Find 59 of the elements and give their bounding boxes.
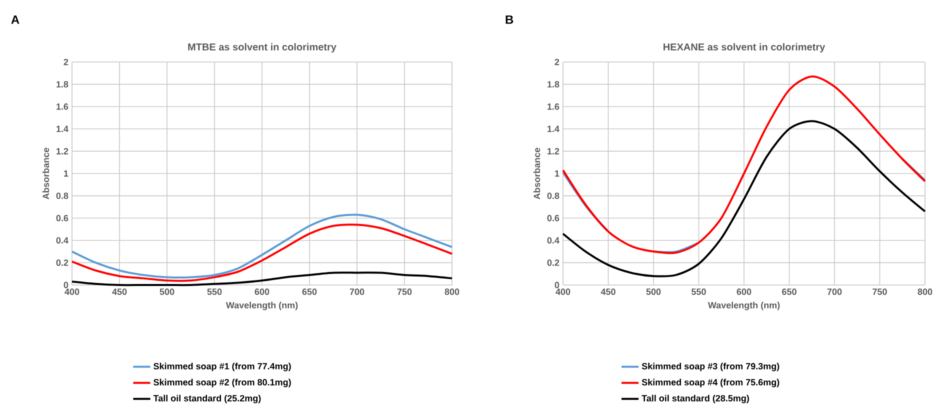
y-tick-label: 1.2 (56, 148, 68, 154)
x-axis-title: Wavelength (nm) (708, 302, 780, 310)
legend-label: Skimmed soap #1 (from 77.4mg) (154, 362, 291, 372)
legend-label: Skimmed soap #2 (from 80.1mg) (154, 378, 291, 388)
x-tick-label: 750 (872, 288, 887, 295)
x-tick-label: 400 (64, 288, 80, 295)
y-tick-label: 0.8 (56, 192, 68, 199)
legend-label: Tall oil standard (25.2mg) (153, 394, 261, 404)
y-tick-label: 2 (64, 58, 68, 66)
x-axis-title: Wavelength (nm) (226, 302, 298, 310)
y-tick-label: 0.4 (547, 237, 560, 244)
x-tick-label: 700 (827, 288, 842, 295)
x-tick-label: 600 (254, 288, 270, 295)
x-tick-label: 450 (112, 288, 127, 295)
x-tick-label: 600 (736, 288, 752, 295)
x-tick-label: 650 (782, 288, 796, 295)
y-tick-label: 1.8 (548, 81, 560, 88)
legend-label: Tall oil standard (28.5mg) (642, 394, 749, 404)
x-tick-label: 500 (646, 288, 661, 295)
x-tick-label: 800 (918, 288, 932, 295)
line-series (562, 120, 926, 278)
y-tick-label: 1.6 (56, 103, 68, 110)
y-tick-label: 0 (554, 282, 560, 288)
y-tick-label: 1 (64, 170, 68, 177)
x-tick-label: 550 (692, 288, 706, 295)
x-tick-label: 500 (160, 288, 174, 295)
legend-label: Skimmed soap #3 (from 79.3mg) (642, 362, 780, 372)
x-tick-label: 450 (600, 288, 616, 295)
y-tick-label: 2 (554, 58, 560, 66)
y-tick-label: 0 (64, 282, 68, 288)
y-axis-title: Absorbance (533, 148, 540, 200)
line-series (562, 75, 926, 254)
text: B (506, 16, 514, 24)
y-tick-label: 1 (555, 170, 560, 177)
x-tick-label: 550 (207, 288, 222, 295)
y-tick-label: 1.4 (548, 126, 560, 132)
y-tick-label: 1.6 (548, 103, 560, 110)
y-tick-label: 0.6 (547, 214, 560, 222)
chart-title: HEXANE as solvent in colorimetry (664, 43, 826, 52)
x-tick-label: 700 (350, 288, 364, 295)
line-series (71, 224, 454, 282)
x-tick-label: 800 (444, 288, 460, 295)
y-tick-label: 1.8 (56, 81, 68, 88)
y-tick-label: 1.4 (56, 126, 68, 132)
y-tick-label: 0.4 (56, 237, 68, 244)
y-axis-title: Absorbance (42, 148, 50, 200)
x-tick-label: 650 (302, 288, 317, 295)
y-tick-label: 0.2 (547, 260, 560, 266)
line-series (71, 214, 454, 278)
legend-label: Skimmed soap #4 (from 75.6mg) (642, 378, 780, 388)
chart-title: MTBE as solvent in colorimetry (188, 43, 336, 52)
y-tick-label: 1.2 (548, 148, 560, 154)
x-tick-label: 400 (556, 288, 570, 295)
text: A (11, 16, 20, 24)
y-tick-label: 0.6 (56, 214, 68, 222)
y-tick-label: 0.2 (56, 260, 68, 266)
line-series (71, 272, 454, 286)
y-tick-label: 0.8 (547, 192, 560, 199)
x-tick-label: 750 (397, 288, 412, 295)
